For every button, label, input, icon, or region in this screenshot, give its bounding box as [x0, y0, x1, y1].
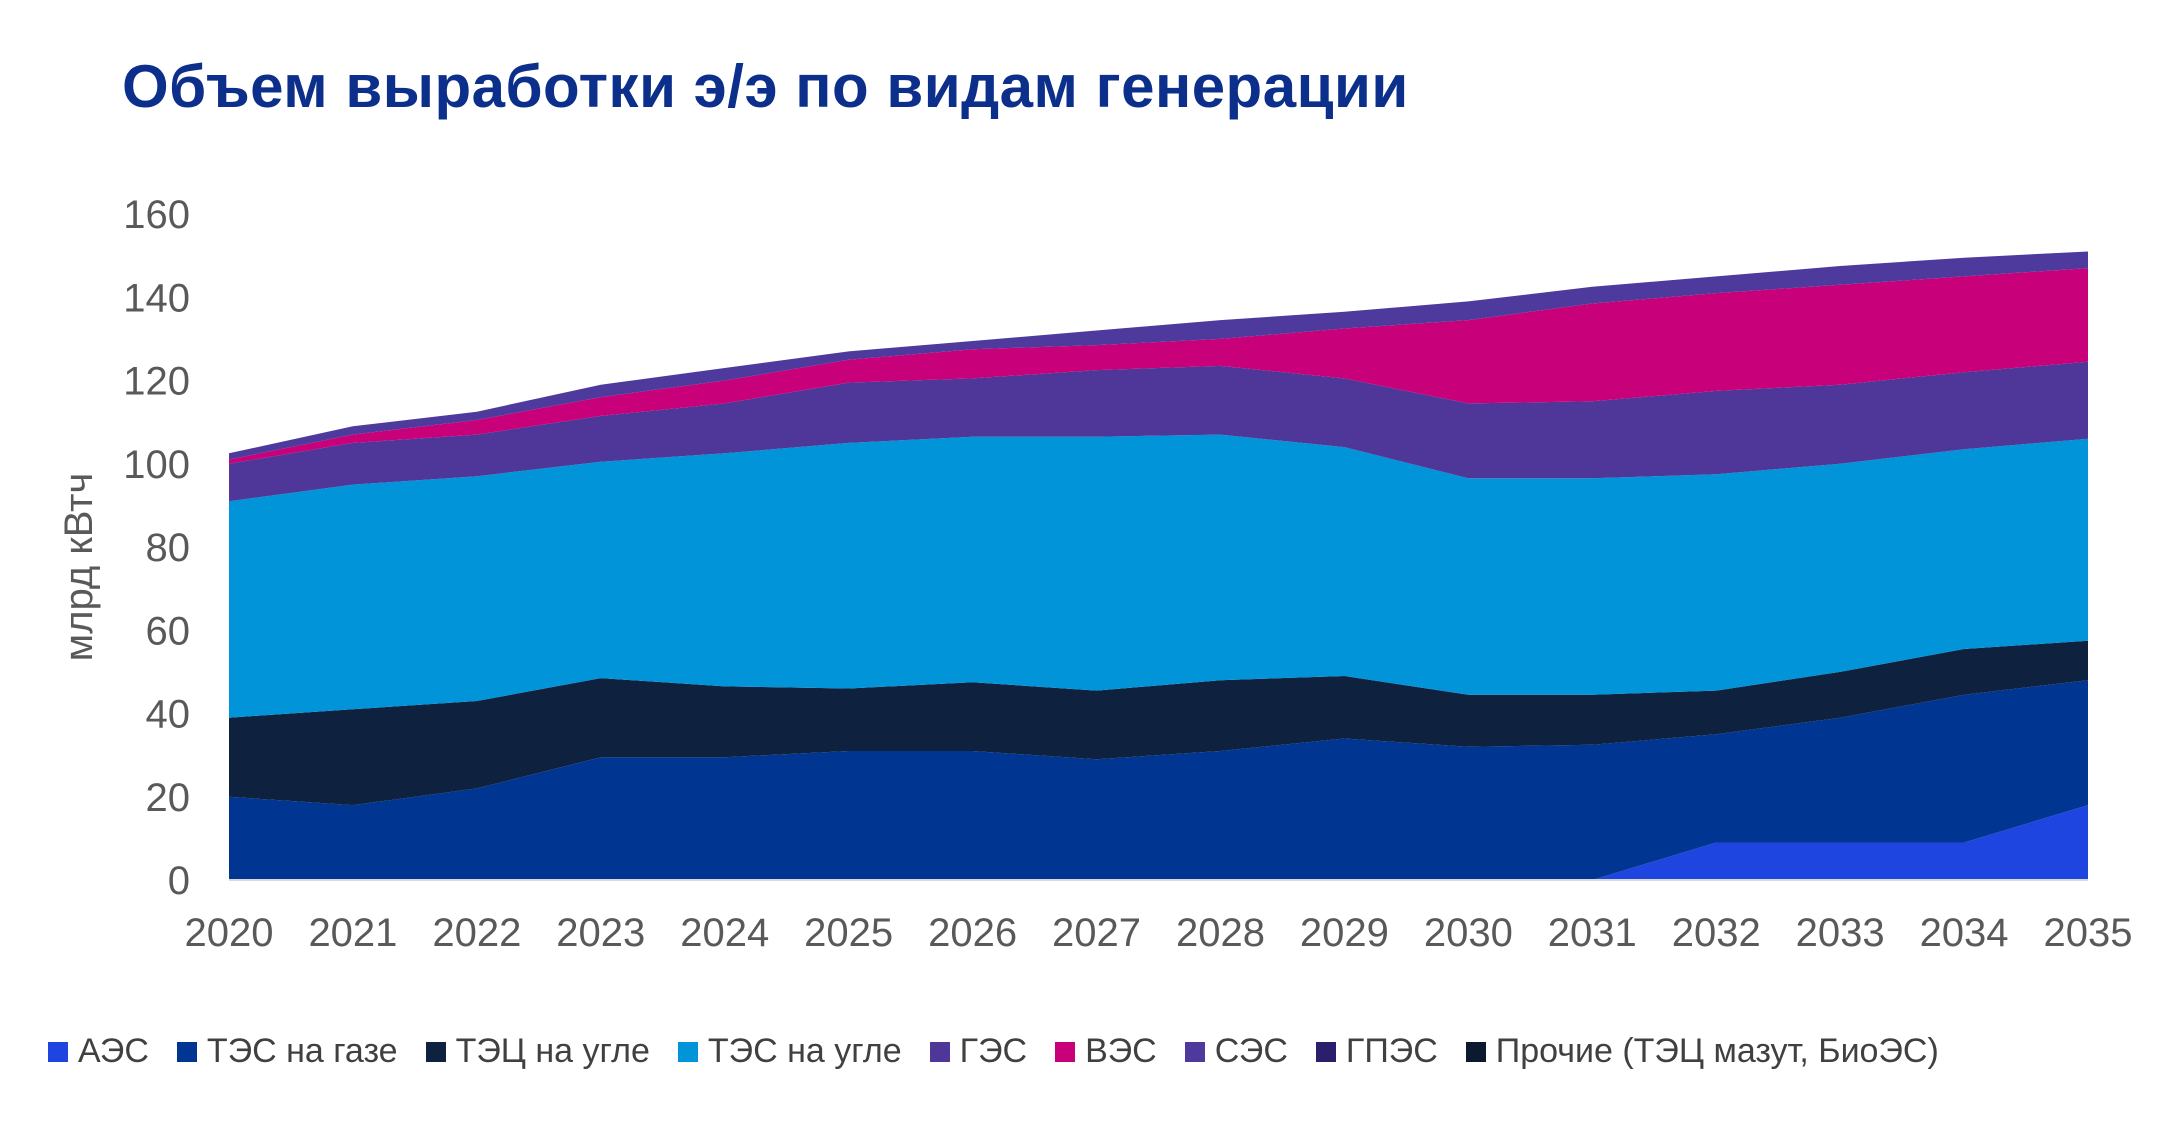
x-tick-label: 2028 — [1176, 911, 1265, 955]
x-tick-label: 2022 — [432, 911, 521, 955]
x-tick-label: 2025 — [804, 911, 893, 955]
legend-label: СЭС — [1214, 1032, 1288, 1070]
legend-label: ВЭС — [1085, 1032, 1157, 1070]
legend-label: ТЭС на угле — [707, 1032, 902, 1070]
area-series-3 — [229, 640, 2088, 806]
legend-swatch — [1315, 1041, 1336, 1062]
legend-swatch — [425, 1041, 446, 1062]
y-tick-label: 60 — [146, 609, 191, 653]
x-tick-label: 2024 — [680, 911, 769, 955]
x-tick-label: 2031 — [1548, 911, 1637, 955]
x-tick-label: 2023 — [556, 911, 645, 955]
legend-item: ВЭС — [1055, 1032, 1157, 1071]
x-tick-label: 2032 — [1672, 911, 1761, 955]
x-tick-label: 2030 — [1424, 911, 1513, 955]
y-tick-label: 120 — [123, 360, 190, 404]
y-tick-label: 140 — [123, 276, 190, 320]
area-series-2 — [229, 680, 2088, 880]
area-series-group — [229, 251, 2088, 880]
x-tick-label: 2029 — [1300, 911, 1389, 955]
y-tick-label: 160 — [123, 193, 190, 237]
legend-label: Прочие (ТЭЦ мазут, БиоЭС) — [1495, 1032, 1939, 1070]
legend-item: ТЭЦ на угле — [425, 1032, 650, 1071]
y-tick-label: 0 — [168, 859, 190, 903]
y-axis-label: млрд кВтч — [57, 473, 101, 662]
legend-label: ГЭС — [959, 1032, 1028, 1070]
legend-item: АЭС — [48, 1032, 149, 1071]
y-axis-ticks: 0 20 40 60 80 100 120 140 160 — [123, 193, 190, 903]
legend-swatch — [1055, 1041, 1076, 1062]
chart-title: Объем выработки э/э по видам генерации — [122, 53, 1409, 120]
legend-label: ТЭС на газе — [206, 1032, 398, 1070]
chart-legend: АЭС ТЭС на газе ТЭЦ на угле ТЭС на угле ГЭС В… — [48, 1032, 1967, 1071]
area-series-4 — [229, 434, 2088, 718]
legend-item: Прочие (ТЭЦ мазут, БиоЭС) — [1465, 1032, 1939, 1071]
area-series-6 — [229, 268, 2088, 464]
legend-label: АЭС — [78, 1032, 149, 1070]
area-series-1 — [229, 805, 2088, 880]
legend-item: ГПЭС — [1315, 1032, 1438, 1071]
legend-swatch — [1184, 1041, 1205, 1062]
legend-item: ТЭС на газе — [176, 1032, 398, 1071]
x-tick-label: 2035 — [2044, 911, 2133, 955]
x-tick-label: 2034 — [1920, 911, 2009, 955]
legend-swatch — [176, 1041, 197, 1062]
x-tick-label: 2027 — [1052, 911, 1141, 955]
y-tick-label: 100 — [123, 443, 190, 487]
y-tick-label: 20 — [146, 776, 191, 820]
legend-swatch — [48, 1041, 68, 1062]
area-series-7 — [229, 251, 2088, 460]
legend-item: СЭС — [1184, 1032, 1288, 1071]
x-tick-label: 2020 — [185, 911, 274, 955]
x-tick-label: 2021 — [308, 911, 397, 955]
legend-swatch — [929, 1041, 950, 1062]
x-tick-label: 2026 — [928, 911, 1017, 955]
area-series-5 — [229, 361, 2088, 502]
y-tick-label: 80 — [146, 526, 191, 570]
legend-swatch — [677, 1041, 698, 1062]
x-axis-ticks: 2020 2021 2022 2023 2024 2025 2026 2027 2028 2029… — [185, 911, 2133, 955]
legend-swatch — [1465, 1041, 1486, 1062]
y-tick-label: 40 — [146, 693, 191, 737]
legend-item: ТЭС на угле — [677, 1032, 902, 1071]
legend-label: ГПЭС — [1345, 1032, 1438, 1070]
legend-item: ГЭС — [929, 1032, 1028, 1071]
legend-label: ТЭЦ на угле — [455, 1032, 650, 1070]
x-tick-label: 2033 — [1796, 911, 1885, 955]
